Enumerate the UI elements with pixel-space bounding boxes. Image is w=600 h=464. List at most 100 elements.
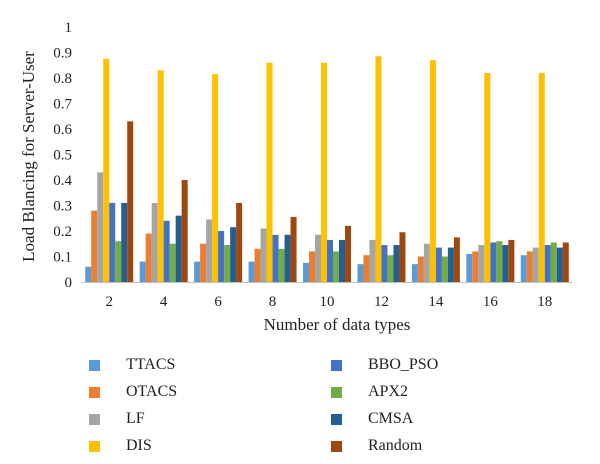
- bar-dis-14: [429, 60, 436, 283]
- legend-item-dis: DIS: [89, 437, 152, 455]
- legend-swatch: [89, 440, 100, 452]
- legend-item-lf: LF: [89, 410, 145, 428]
- bar-apx2-12: [387, 255, 394, 282]
- bar-bbo-pso-8: [272, 234, 279, 282]
- bar-cmsa-16: [502, 245, 509, 282]
- x-tick-label: 14: [428, 294, 444, 310]
- y-tick-label: 0: [65, 275, 73, 291]
- bar-random-18: [562, 242, 569, 282]
- bar-random-2: [127, 121, 134, 282]
- bar-apx2-6: [224, 245, 231, 282]
- bar-lf-2: [97, 172, 104, 282]
- legend-swatch: [331, 359, 342, 371]
- y-tick-label: 0.3: [53, 199, 72, 215]
- bar-otacs-12: [363, 255, 370, 282]
- bar-otacs-18: [526, 251, 533, 282]
- legend-label: OTACS: [126, 383, 178, 400]
- bar-apx2-4: [169, 243, 176, 282]
- x-tick-label: 10: [320, 294, 335, 310]
- x-axis-title: Number of data types: [264, 315, 411, 334]
- bar-random-4: [181, 180, 188, 282]
- y-axis-title: Load Blancing for Server-User: [19, 51, 38, 262]
- legend-label: LF: [126, 410, 145, 427]
- bar-dis-2: [103, 58, 110, 282]
- legend-label: BBO_PSO: [368, 356, 439, 373]
- legend-swatch: [331, 440, 342, 452]
- legend-label: DIS: [126, 437, 152, 454]
- bar-bbo-pso-18: [544, 245, 551, 282]
- bar-lf-18: [532, 247, 539, 282]
- y-tick-label: 0.9: [53, 46, 72, 62]
- bar-lf-10: [315, 234, 321, 282]
- y-tick-label: 0.1: [53, 250, 72, 266]
- bar-lf-8: [260, 228, 267, 282]
- bar-otacs-2: [91, 210, 98, 282]
- bar-ttacs-18: [520, 255, 527, 282]
- legend-swatch: [89, 359, 100, 371]
- bar-bbo-pso-10: [327, 239, 333, 282]
- bar-ttacs-12: [357, 264, 364, 282]
- bar-apx2-8: [278, 248, 285, 282]
- legend-label: CMSA: [368, 410, 414, 427]
- y-tick-label: 0.7: [53, 97, 72, 113]
- legend-label: TTACS: [126, 356, 176, 373]
- bar-cmsa-18: [556, 247, 563, 282]
- bar-bbo-pso-12: [381, 245, 388, 282]
- bar-dis-8: [266, 62, 273, 283]
- bar-bbo-pso-14: [435, 247, 442, 282]
- y-tick-label: 0.2: [53, 224, 72, 240]
- bar-cmsa-12: [393, 245, 400, 282]
- x-tick-label: 4: [160, 294, 168, 310]
- y-tick-label: 0.5: [53, 148, 72, 164]
- x-tick-label: 12: [374, 294, 389, 310]
- bar-ttacs-2: [85, 266, 92, 282]
- legend-item-bbo-pso: BBO_PSO: [331, 356, 438, 374]
- legend-label: APX2: [368, 383, 409, 400]
- bar-ttacs-8: [248, 261, 255, 282]
- bar-dis-12: [375, 56, 382, 283]
- x-tick-label: 8: [269, 294, 277, 310]
- x-axis-ticks: 2 4 6 8 10 12 14 16 18: [105, 294, 552, 310]
- bar-series: [85, 56, 569, 283]
- x-tick-label: 2: [105, 294, 113, 310]
- bar-cmsa-14: [447, 247, 454, 282]
- legend-swatch: [331, 413, 342, 425]
- bar-random-10: [345, 225, 351, 282]
- legend-label: Random: [368, 437, 423, 454]
- bar-ttacs-4: [139, 261, 146, 282]
- bar-cmsa-2: [121, 202, 128, 282]
- bar-ttacs-14: [411, 264, 418, 282]
- bar-lf-4: [151, 202, 158, 282]
- bar-otacs-10: [309, 251, 315, 282]
- bar-bbo-pso-16: [490, 242, 497, 282]
- bar-dis-10: [321, 62, 327, 283]
- bar-cmsa-10: [339, 239, 345, 282]
- legend-item-otacs: OTACS: [89, 383, 177, 401]
- bar-otacs-4: [145, 233, 152, 282]
- bar-apx2-2: [115, 241, 122, 282]
- bar-lf-16: [478, 245, 485, 282]
- chart-legend: TTACS OTACS LF DIS BBO_PSO APX2 CMSA Random: [0, 340, 600, 464]
- y-axis-ticks: 0 0.1 0.2 0.3 0.4 0.5 0.6 0.7 0.8 0.9 1: [53, 20, 72, 291]
- legend-item-cmsa: CMSA: [331, 410, 413, 428]
- legend-swatch: [89, 413, 100, 425]
- bar-ttacs-10: [303, 262, 309, 282]
- bar-lf-12: [369, 239, 376, 282]
- x-tick-label: 6: [214, 294, 222, 310]
- bar-ttacs-6: [194, 261, 201, 282]
- bar-otacs-8: [254, 248, 261, 282]
- legend-item-random: Random: [331, 437, 422, 455]
- legend-item-apx2: APX2: [331, 383, 408, 401]
- bar-random-6: [236, 202, 243, 282]
- x-tick-label: 16: [483, 294, 499, 310]
- bar-dis-4: [157, 70, 164, 282]
- bar-apx2-14: [441, 256, 448, 282]
- bar-random-14: [453, 237, 460, 282]
- bar-dis-6: [212, 74, 219, 282]
- bar-random-12: [399, 232, 406, 282]
- bar-cmsa-6: [230, 227, 237, 282]
- bar-otacs-6: [200, 243, 207, 282]
- bar-ttacs-16: [466, 253, 473, 282]
- bar-lf-14: [423, 243, 430, 282]
- x-tick-label: 18: [537, 294, 552, 310]
